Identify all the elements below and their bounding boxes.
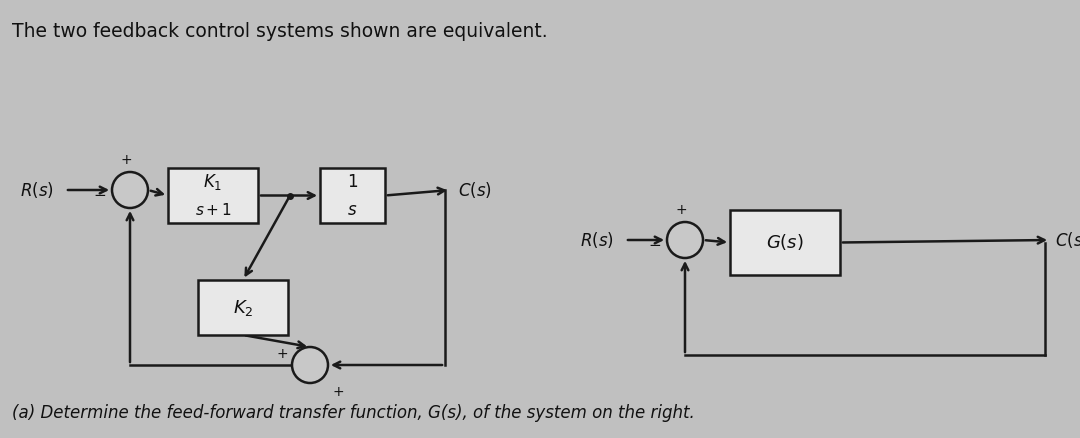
- Bar: [198, 280, 288, 335]
- Bar: [168, 168, 258, 223]
- Text: $s$: $s$: [348, 201, 357, 219]
- Text: (a) Determine the feed-forward transfer function, G(s), of the system on the rig: (a) Determine the feed-forward transfer …: [12, 404, 694, 422]
- Text: The two feedback control systems shown are equivalent.: The two feedback control systems shown a…: [12, 22, 548, 41]
- Text: $R(s)$: $R(s)$: [21, 180, 54, 200]
- Text: −: −: [93, 187, 106, 202]
- Circle shape: [292, 347, 328, 383]
- Text: $s+1$: $s+1$: [194, 202, 231, 218]
- Text: +: +: [276, 347, 288, 361]
- Text: $K_2$: $K_2$: [232, 297, 254, 318]
- Bar: [320, 168, 384, 223]
- Text: $G(s)$: $G(s)$: [766, 233, 804, 252]
- Circle shape: [112, 172, 148, 208]
- Text: $C(s)$: $C(s)$: [458, 180, 491, 200]
- Text: $1$: $1$: [347, 173, 359, 191]
- Text: $K_1$: $K_1$: [203, 172, 222, 192]
- Text: +: +: [332, 385, 343, 399]
- Text: +: +: [120, 153, 132, 167]
- Text: +: +: [675, 203, 687, 217]
- Text: −: −: [648, 237, 661, 252]
- Circle shape: [667, 222, 703, 258]
- Bar: [730, 210, 840, 275]
- Text: $C(s)$: $C(s)$: [1055, 230, 1080, 250]
- Text: $R(s)$: $R(s)$: [580, 230, 613, 250]
